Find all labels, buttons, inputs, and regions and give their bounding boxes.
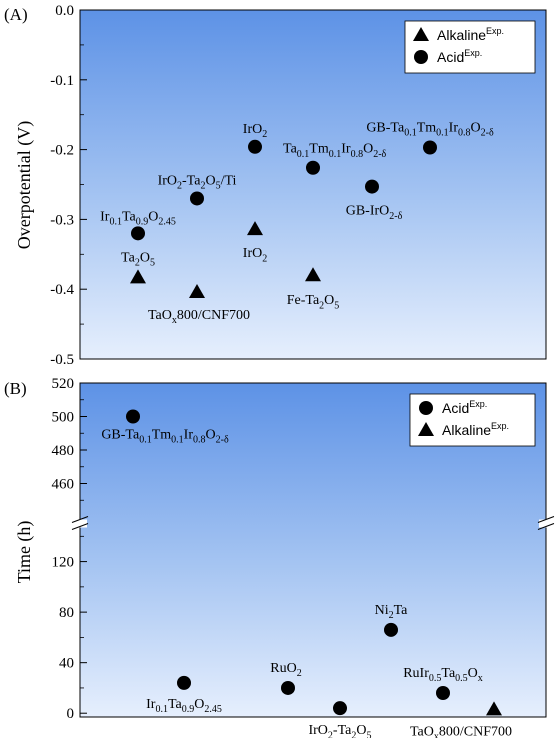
data-label-a: IrO2-Ta2O5/Ti	[158, 173, 237, 191]
legend-label-acid: AcidExp.	[442, 399, 487, 416]
legend-label-alkaline: AlkalineExp.	[442, 421, 509, 438]
data-label-a: Ir0.1Ta0.9O2.45	[100, 209, 176, 227]
legend-marker-acid	[419, 401, 433, 415]
y-tick-label-b: 80	[59, 605, 74, 621]
legend-label-acid: AcidExp.	[437, 48, 482, 65]
y-tick-label-a: -0.3	[50, 212, 74, 228]
data-label-a: Fe-Ta2O5	[287, 293, 340, 311]
axis-break-mark	[71, 523, 89, 530]
data-point-a	[130, 269, 146, 284]
y-tick-label-b: 500	[52, 410, 75, 426]
axes-frame-a	[79, 9, 547, 360]
y-tick-label-b: 120	[52, 555, 75, 571]
data-point-a	[248, 139, 262, 154]
y-axis-label-b: Time (h)	[14, 521, 35, 584]
y-tick-label-a: -0.5	[50, 352, 74, 368]
legend-marker-alkaline	[413, 27, 429, 41]
legend-label-alkaline: AlkalineExp.	[437, 26, 504, 43]
data-label-b: Ir0.1Ta0.9O2.45	[146, 697, 222, 715]
panel-label-b: (B)	[4, 379, 27, 398]
y-tick-label-a: 0.0	[55, 3, 74, 19]
axis-break-gap	[539, 519, 553, 528]
data-label-a: Ta0.1Tm0.1Ir0.8O2-δ	[283, 142, 387, 160]
axis-break-mark	[71, 516, 89, 523]
data-point-b	[436, 685, 450, 700]
data-point-b	[281, 680, 295, 695]
legend-marker-acid	[414, 50, 428, 64]
y-tick-label-b: 40	[59, 656, 74, 672]
y-tick-label-a: -0.2	[50, 143, 74, 159]
data-label-a: GB-IrO2-δ	[346, 204, 403, 222]
data-point-b	[177, 675, 191, 690]
data-label-a: IrO2	[243, 246, 267, 264]
data-label-a: Ta2O5	[121, 250, 155, 268]
data-point-a	[305, 267, 321, 282]
data-point-a	[306, 160, 320, 175]
y-tick-label-b: 460	[52, 477, 75, 493]
y-tick-label-b: 0	[67, 706, 75, 722]
data-point-a	[365, 179, 379, 194]
data-point-b	[126, 409, 140, 424]
data-label-a: TaOx800/CNF700	[148, 308, 250, 326]
axis-break-gap	[73, 519, 87, 528]
panel-b: 0 40 80 120 460 480 500 520 (B) Time (h) GB-Ta0.1T…	[4, 376, 555, 738]
y-tick-label-a: -0.4	[50, 282, 74, 298]
axis-break-mark	[537, 516, 555, 523]
data-point-a	[423, 140, 437, 155]
data-point-a	[131, 226, 145, 241]
legend-box	[409, 393, 536, 447]
panel-a: 0.0 -0.1 -0.2 -0.3 -0.4 -0.5 (A) Overpotential …	[4, 3, 547, 368]
axes-frame-b	[79, 382, 547, 718]
data-label-a: IrO2	[243, 122, 267, 140]
data-label-b: GB-Ta0.1Tm0.1Ir0.8O2-δ	[101, 428, 229, 446]
data-label-b: RuO2	[270, 661, 301, 679]
data-point-a	[189, 283, 205, 298]
data-label-b: TaOx800/CNF700	[410, 724, 512, 738]
data-point-a	[190, 191, 204, 206]
data-label-b: RuIr0.5Ta0.5Ox	[403, 666, 483, 684]
data-label-b: Ni2Ta	[375, 603, 409, 621]
data-label-b: IrO2-Ta2O5	[308, 723, 371, 738]
legend-marker-alkaline	[418, 422, 434, 436]
panel-label-a: (A)	[4, 5, 28, 24]
y-tick-label-a: -0.1	[50, 73, 74, 89]
data-label-a: GB-Ta0.1Tm0.1Ir0.8O2-δ	[366, 121, 494, 139]
legend-box	[404, 20, 536, 74]
data-point-b	[486, 701, 502, 716]
y-axis-label-a: Overpotential (V)	[14, 121, 35, 249]
data-point-b	[333, 701, 347, 716]
y-tick-label-b: 480	[52, 443, 75, 459]
y-tick-label-b: 520	[52, 376, 75, 392]
data-point-b	[384, 622, 398, 637]
data-point-a	[247, 221, 263, 236]
axis-break-mark	[537, 523, 555, 530]
